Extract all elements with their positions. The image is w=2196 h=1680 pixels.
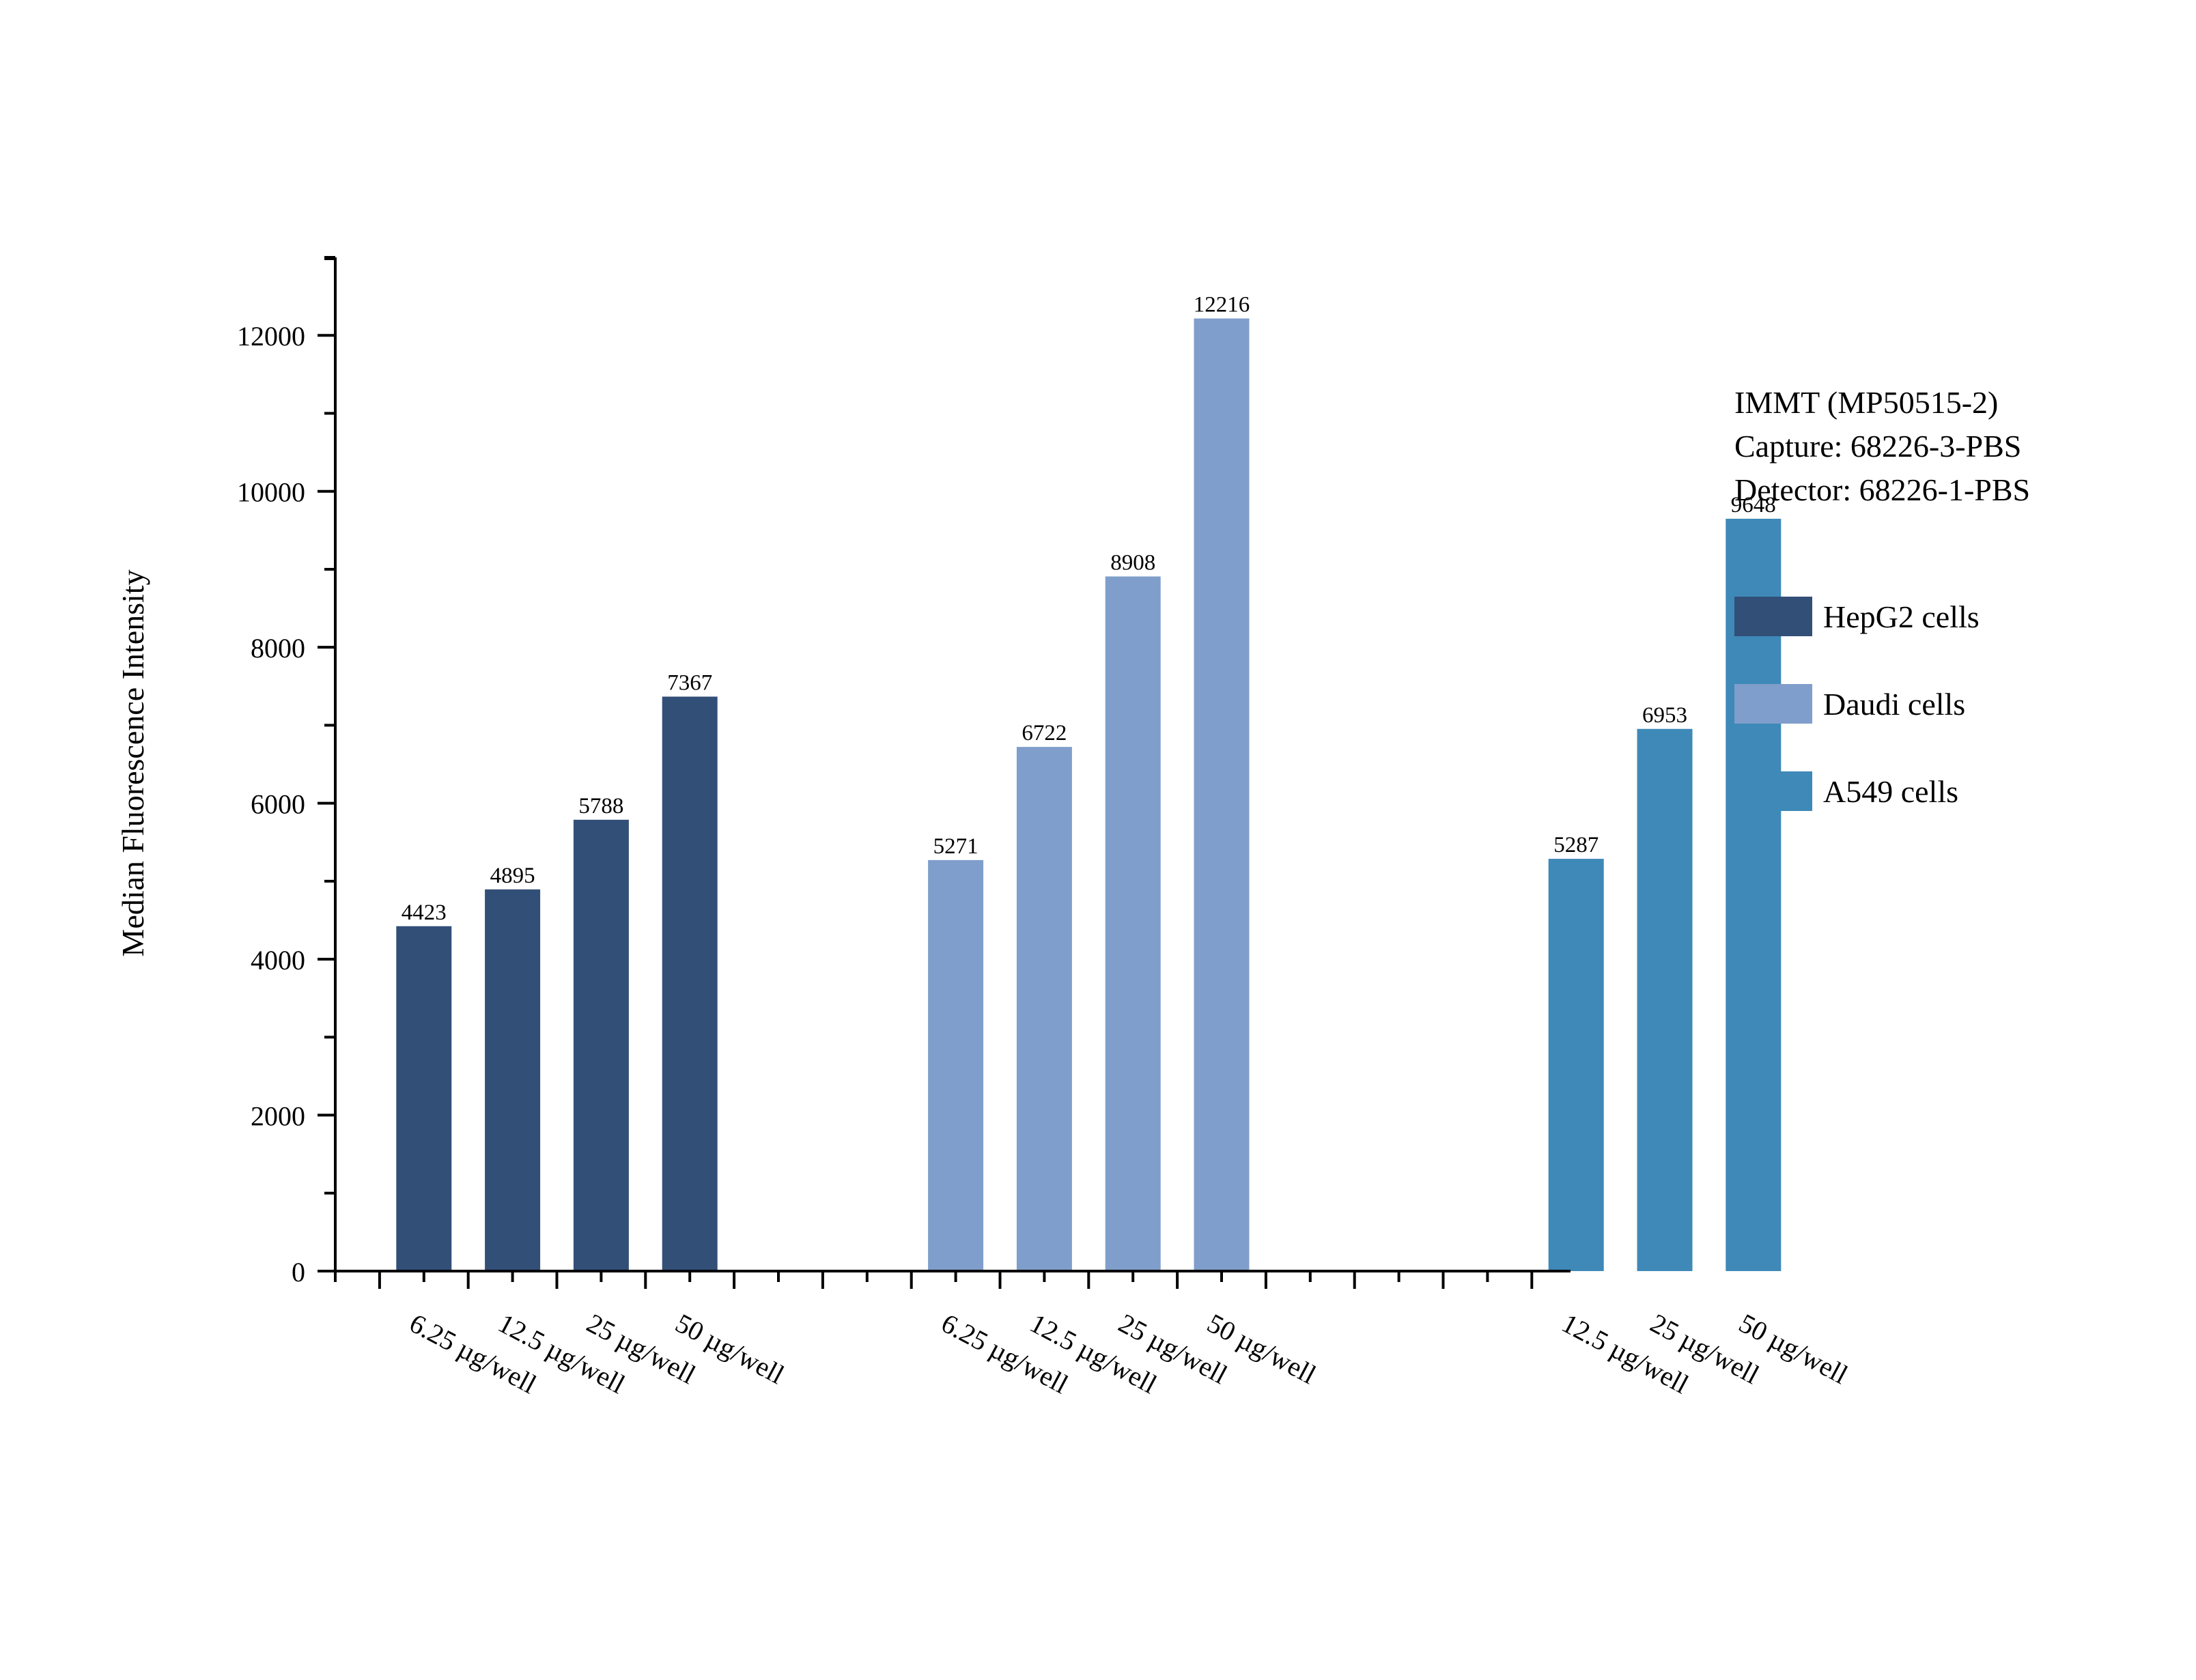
bar-value-label: 9648	[1731, 493, 1776, 517]
bar-value-label: 5788	[578, 794, 623, 818]
bar	[1016, 747, 1072, 1271]
y-tick-label: 12000	[237, 321, 305, 352]
legend-item-hepg2: HepG2 cells	[1734, 595, 1980, 638]
legend-swatch-a549	[1734, 771, 1812, 811]
legend-item-daudi: Daudi cells	[1734, 683, 1980, 725]
bar	[1105, 576, 1161, 1271]
bar-value-label: 12216	[1194, 293, 1250, 317]
y-tick-label: 8000	[251, 633, 305, 664]
legend-swatch-hepg2	[1734, 597, 1812, 636]
legend-label-hepg2: HepG2 cells	[1823, 599, 1980, 634]
y-tick-label: 0	[292, 1257, 305, 1287]
bar	[485, 889, 541, 1271]
bar-value-label: 6953	[1642, 703, 1687, 728]
bar	[1548, 859, 1604, 1271]
legend-swatch-daudi	[1734, 684, 1812, 724]
annotation-line-antibody: IMMT (MP50515-2)	[1734, 385, 1999, 420]
legend: HepG2 cells Daudi cells A549 cells	[1734, 595, 1980, 857]
bar	[396, 926, 452, 1271]
bars	[396, 318, 1782, 1272]
y-tick-label: 2000	[251, 1101, 305, 1132]
y-tick-label: 6000	[251, 789, 305, 820]
annotation-line-detector: Detector: 68226-1-PBS	[1734, 472, 2031, 507]
bar-value-label: 4423	[402, 900, 447, 925]
bar-value-label: 5271	[933, 834, 979, 859]
bar-value-label: 4895	[490, 864, 535, 888]
legend-item-a549: A549 cells	[1734, 770, 1980, 812]
legend-label-a549: A549 cells	[1823, 773, 1959, 809]
bar-value-label: 7367	[667, 670, 712, 695]
bar-value-label: 6722	[1022, 721, 1067, 745]
bar	[1726, 518, 1782, 1271]
bar	[1637, 728, 1693, 1271]
bar-value-label: 5287	[1553, 833, 1599, 857]
chart-annotation: IMMT (MP50515-2) Capture: 68226-3-PBS De…	[1734, 381, 2030, 512]
legend-label-daudi: Daudi cells	[1823, 686, 1966, 722]
bar	[573, 819, 629, 1271]
y-axis-title: Median Fluorescence Intensity	[115, 569, 150, 956]
y-tick-label: 10000	[237, 477, 305, 508]
annotation-line-capture: Capture: 68226-3-PBS	[1734, 429, 2022, 464]
bar	[1194, 318, 1250, 1272]
bar-value-label: 8908	[1110, 550, 1155, 575]
bar	[928, 859, 984, 1271]
bar	[662, 696, 718, 1271]
axis-ticks: 0 2000 4000 6000 8000 10000 12000	[237, 256, 1534, 1289]
y-tick-label: 4000	[251, 945, 305, 976]
